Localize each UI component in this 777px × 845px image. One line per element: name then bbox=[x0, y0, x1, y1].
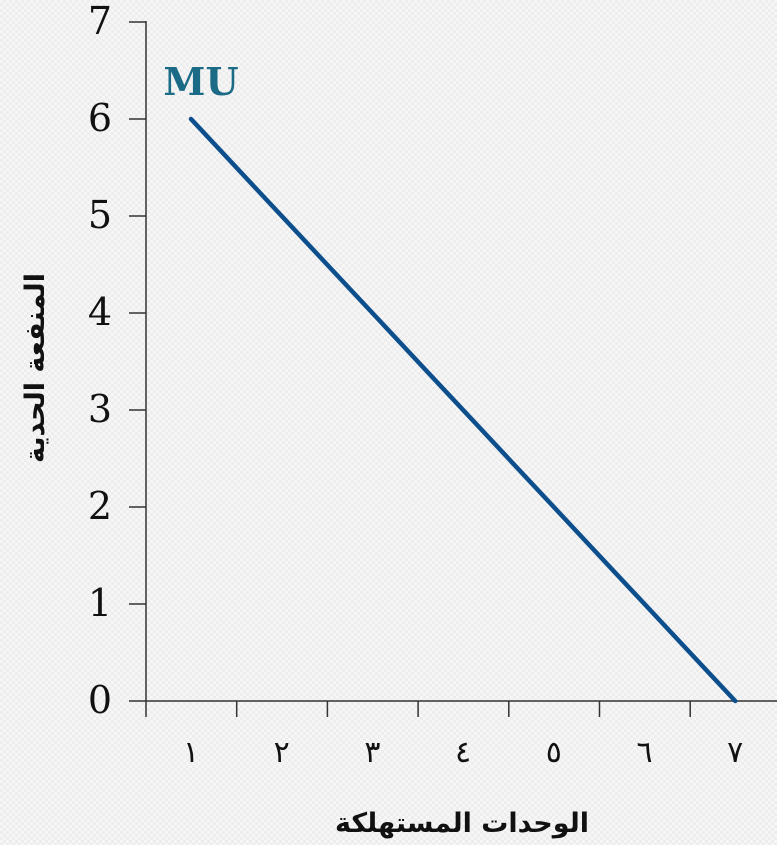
x-tick-label: ٥ bbox=[546, 735, 562, 770]
x-tick-label: ٧ bbox=[727, 735, 743, 770]
y-tick-label: 1 bbox=[88, 581, 112, 625]
axes bbox=[145, 21, 777, 702]
y-axis-ticks: 0 1 2 3 4 5 6 7 bbox=[88, 0, 146, 722]
series-layer: MU bbox=[163, 59, 738, 704]
y-axis-title: المنفعة الحدية bbox=[20, 273, 51, 463]
y-tick-label: 0 bbox=[88, 678, 112, 722]
x-tick-label: ٢ bbox=[274, 735, 290, 770]
mu-series-label: MU bbox=[163, 59, 238, 104]
x-tick-label: ٦ bbox=[636, 735, 652, 770]
x-tick-label: ٣ bbox=[364, 735, 380, 770]
mu-curve bbox=[188, 116, 738, 704]
y-tick-label: 6 bbox=[88, 96, 112, 140]
y-tick-label: 2 bbox=[88, 484, 112, 528]
x-tick-label: ١ bbox=[183, 735, 199, 770]
x-tick-label: ٤ bbox=[455, 735, 471, 770]
x-axis-title: الوحدات المستهلكة bbox=[335, 808, 589, 839]
y-tick-label: 5 bbox=[88, 193, 112, 237]
y-tick-label: 4 bbox=[88, 290, 112, 334]
y-tick-label: 3 bbox=[88, 387, 112, 431]
y-tick-label: 7 bbox=[88, 0, 112, 43]
x-axis-ticks: ١ ٢ ٣ ٤ ٥ ٦ ٧ bbox=[145, 701, 743, 770]
